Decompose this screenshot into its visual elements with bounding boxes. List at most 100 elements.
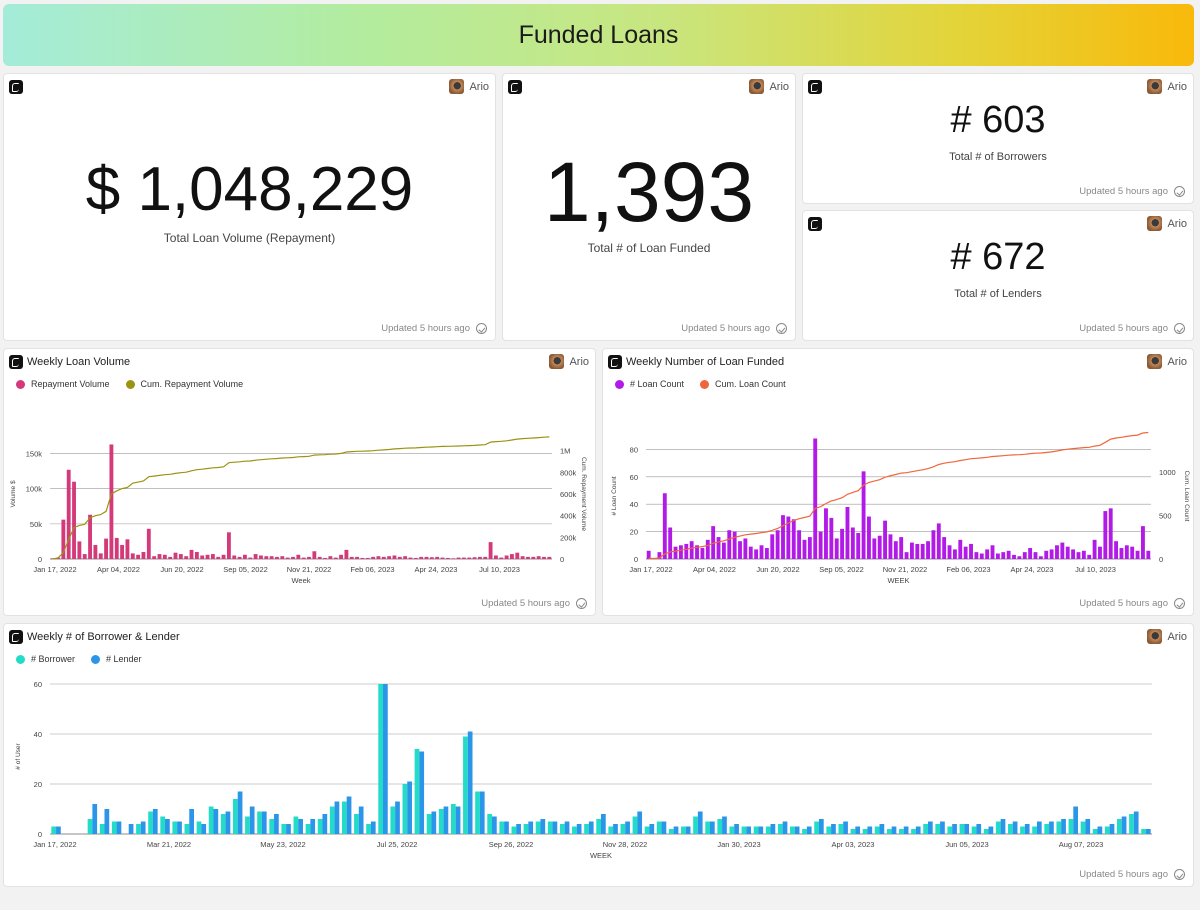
bar: [1024, 824, 1030, 834]
bar: [305, 824, 311, 834]
app-logo-icon: [508, 80, 522, 94]
legend-item[interactable]: # Borrower: [16, 654, 75, 664]
x-tick-label: Feb 06, 2023: [946, 565, 990, 574]
y2-tick-label: 0: [560, 555, 564, 564]
bar: [741, 826, 747, 834]
chart-card-weekly-borrower-lender[interactable]: Weekly # of Borrower & Lender Ario # Bor…: [3, 623, 1194, 887]
legend-item[interactable]: Repayment Volume: [16, 379, 110, 389]
bar: [911, 829, 916, 834]
legend-item[interactable]: Cum. Loan Count: [700, 379, 786, 389]
user-badge[interactable]: Ario: [549, 354, 589, 369]
bar: [1044, 550, 1049, 559]
kpi-card-borrowers[interactable]: Ario # 603 Total # of Borrowers Updated …: [802, 73, 1194, 204]
bar: [390, 806, 396, 834]
bar: [200, 555, 205, 559]
bar: [301, 557, 306, 559]
bar: [840, 528, 845, 559]
chart-card-weekly-loan-funded[interactable]: Weekly Number of Loan Funded Ario # Loan…: [602, 348, 1194, 616]
bar: [613, 824, 618, 834]
bar: [366, 824, 371, 834]
x-tick-label: Apr 24, 2023: [1011, 565, 1054, 574]
bar: [588, 821, 594, 834]
legend-item[interactable]: # Lender: [91, 654, 142, 664]
bar: [526, 556, 530, 559]
kpi-card-lenders[interactable]: Ario # 672 Total # of Lenders Updated 5 …: [802, 210, 1194, 341]
bar: [483, 556, 488, 559]
bar: [189, 549, 194, 559]
bar: [1071, 549, 1076, 559]
bar: [531, 556, 536, 559]
updated-status: Updated 5 hours ago: [1079, 186, 1185, 197]
bar: [1055, 545, 1059, 559]
kpi-card-loans[interactable]: Ario 1,393 Total # of Loan Funded Update…: [502, 73, 796, 341]
bar: [746, 826, 752, 834]
legend-item[interactable]: # Loan Count: [615, 379, 684, 389]
bar: [226, 532, 231, 559]
bar: [104, 809, 110, 834]
user-badge[interactable]: Ario: [1147, 216, 1187, 231]
bar: [722, 816, 727, 834]
bar: [232, 555, 237, 559]
bar: [66, 469, 71, 559]
bar: [111, 821, 117, 834]
bar: [748, 546, 753, 559]
bar: [781, 515, 785, 559]
bar: [165, 819, 170, 834]
bar: [646, 550, 651, 559]
bar: [243, 554, 247, 559]
bar: [520, 556, 525, 559]
bar: [392, 555, 397, 559]
bar: [668, 527, 673, 559]
bar: [216, 556, 221, 559]
x-tick-label: Jan 30, 2023: [717, 840, 760, 849]
bar: [891, 826, 897, 834]
app-logo-icon: [9, 80, 23, 94]
bar: [56, 826, 61, 834]
x-tick-label: Jul 10, 2023: [1075, 565, 1116, 574]
bar: [1117, 819, 1122, 834]
avatar: [1147, 79, 1163, 94]
y-tick-label: 150k: [26, 450, 43, 459]
kpi-card-volume[interactable]: Ario $ 1,048,229 Total Loan Volume (Repa…: [3, 73, 496, 341]
bar: [584, 824, 589, 834]
x-tick-label: Feb 06, 2023: [350, 565, 394, 574]
bar: [1061, 819, 1066, 834]
bar: [952, 549, 957, 559]
bar: [899, 537, 904, 559]
y-tick-label: 40: [630, 500, 638, 509]
bar: [358, 806, 364, 834]
bar: [601, 814, 606, 834]
bar: [346, 796, 352, 834]
user-badge[interactable]: Ario: [1147, 79, 1187, 94]
bar: [93, 544, 98, 559]
y2-tick-label: 800k: [560, 468, 577, 477]
bar: [413, 557, 418, 559]
bar: [985, 549, 990, 559]
check-circle-icon: [1174, 323, 1185, 334]
y2-tick-label: 0: [1159, 555, 1163, 564]
bar: [467, 731, 473, 834]
bar: [286, 824, 291, 834]
chart-card-weekly-loan-volume[interactable]: Weekly Loan Volume Ario Repayment Volume…: [3, 348, 596, 616]
user-badge[interactable]: Ario: [749, 79, 789, 94]
bar: [547, 821, 553, 834]
user-badge[interactable]: Ario: [1147, 629, 1187, 644]
y-tick-label: 60: [630, 473, 638, 482]
bar: [542, 556, 546, 559]
bar: [1044, 824, 1050, 834]
bar: [146, 528, 151, 559]
borrower-lender-chart: 0 20 40 60 # of User Jan 17, 2022 Mar 21, 2022…: [15, 680, 1152, 860]
user-badge[interactable]: Ario: [1147, 354, 1187, 369]
bar: [576, 824, 582, 834]
legend-item[interactable]: Cum. Repayment Volume: [125, 379, 243, 389]
bar: [915, 826, 921, 834]
bar: [232, 799, 238, 834]
bar: [738, 541, 742, 559]
bar: [802, 539, 807, 559]
bar: [1129, 814, 1134, 834]
bar: [322, 814, 328, 834]
user-badge[interactable]: Ario: [449, 79, 489, 94]
bar: [475, 791, 480, 834]
bar: [349, 556, 354, 559]
bar: [221, 554, 226, 559]
